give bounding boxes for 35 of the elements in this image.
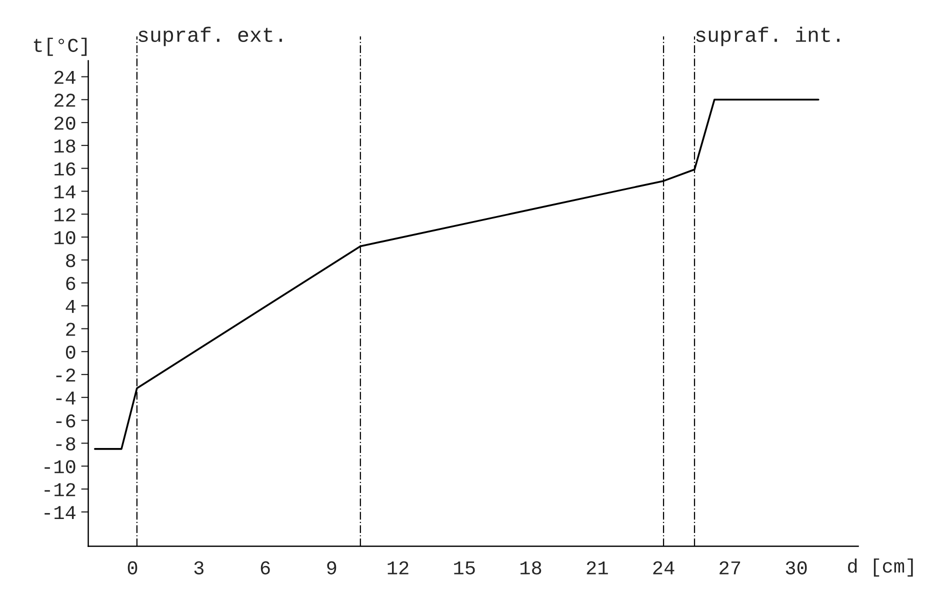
x-tick-label: 0 xyxy=(128,561,138,574)
y-tick-label: -12 xyxy=(44,483,76,496)
x-tick-label: 30 xyxy=(786,561,807,574)
y-tick-label: 14 xyxy=(54,186,76,198)
y-tick-label: 18 xyxy=(54,139,76,153)
y-tick-label: 16 xyxy=(54,162,76,176)
x-axis-title: d [cm] xyxy=(848,558,913,577)
x-tick-label: 21 xyxy=(586,561,608,574)
y-tick-label: 6 xyxy=(66,276,76,290)
y-tick-label: 10 xyxy=(54,231,76,244)
x-tick-label: 27 xyxy=(720,561,740,574)
y-tick-label: 22 xyxy=(54,94,76,107)
y-tick-label: 8 xyxy=(66,254,76,268)
x-tick-label: 3 xyxy=(194,561,204,574)
y-tick-label: 24 xyxy=(54,70,76,84)
y-tick-label: -6 xyxy=(56,414,76,428)
y-tick-label: 4 xyxy=(66,300,76,313)
x-tick-label: 24 xyxy=(653,561,674,574)
x-tick-label: 15 xyxy=(454,561,475,574)
x-tick-label: 18 xyxy=(520,561,542,574)
y-tick-label: -8 xyxy=(56,437,76,450)
y-tick-label: 12 xyxy=(54,208,76,222)
y-tick-label: 2 xyxy=(66,322,76,336)
y-tick-label: -14 xyxy=(44,506,76,519)
y-tick-label: -4 xyxy=(56,392,76,404)
ref-line-label: supraf. int. xyxy=(696,26,840,46)
y-tick-label: 0 xyxy=(66,346,76,359)
x-tick-label: 6 xyxy=(260,561,270,574)
y-tick-label: 20 xyxy=(54,116,76,130)
y-axis-title: t[°C] xyxy=(34,38,87,56)
ref-line-label: supraf. ext. xyxy=(138,26,282,46)
y-tick-label: -10 xyxy=(44,460,76,474)
y-tick-label: -2 xyxy=(56,368,76,382)
x-tick-label: 12 xyxy=(388,561,408,574)
x-tick-label: 9 xyxy=(327,561,336,574)
